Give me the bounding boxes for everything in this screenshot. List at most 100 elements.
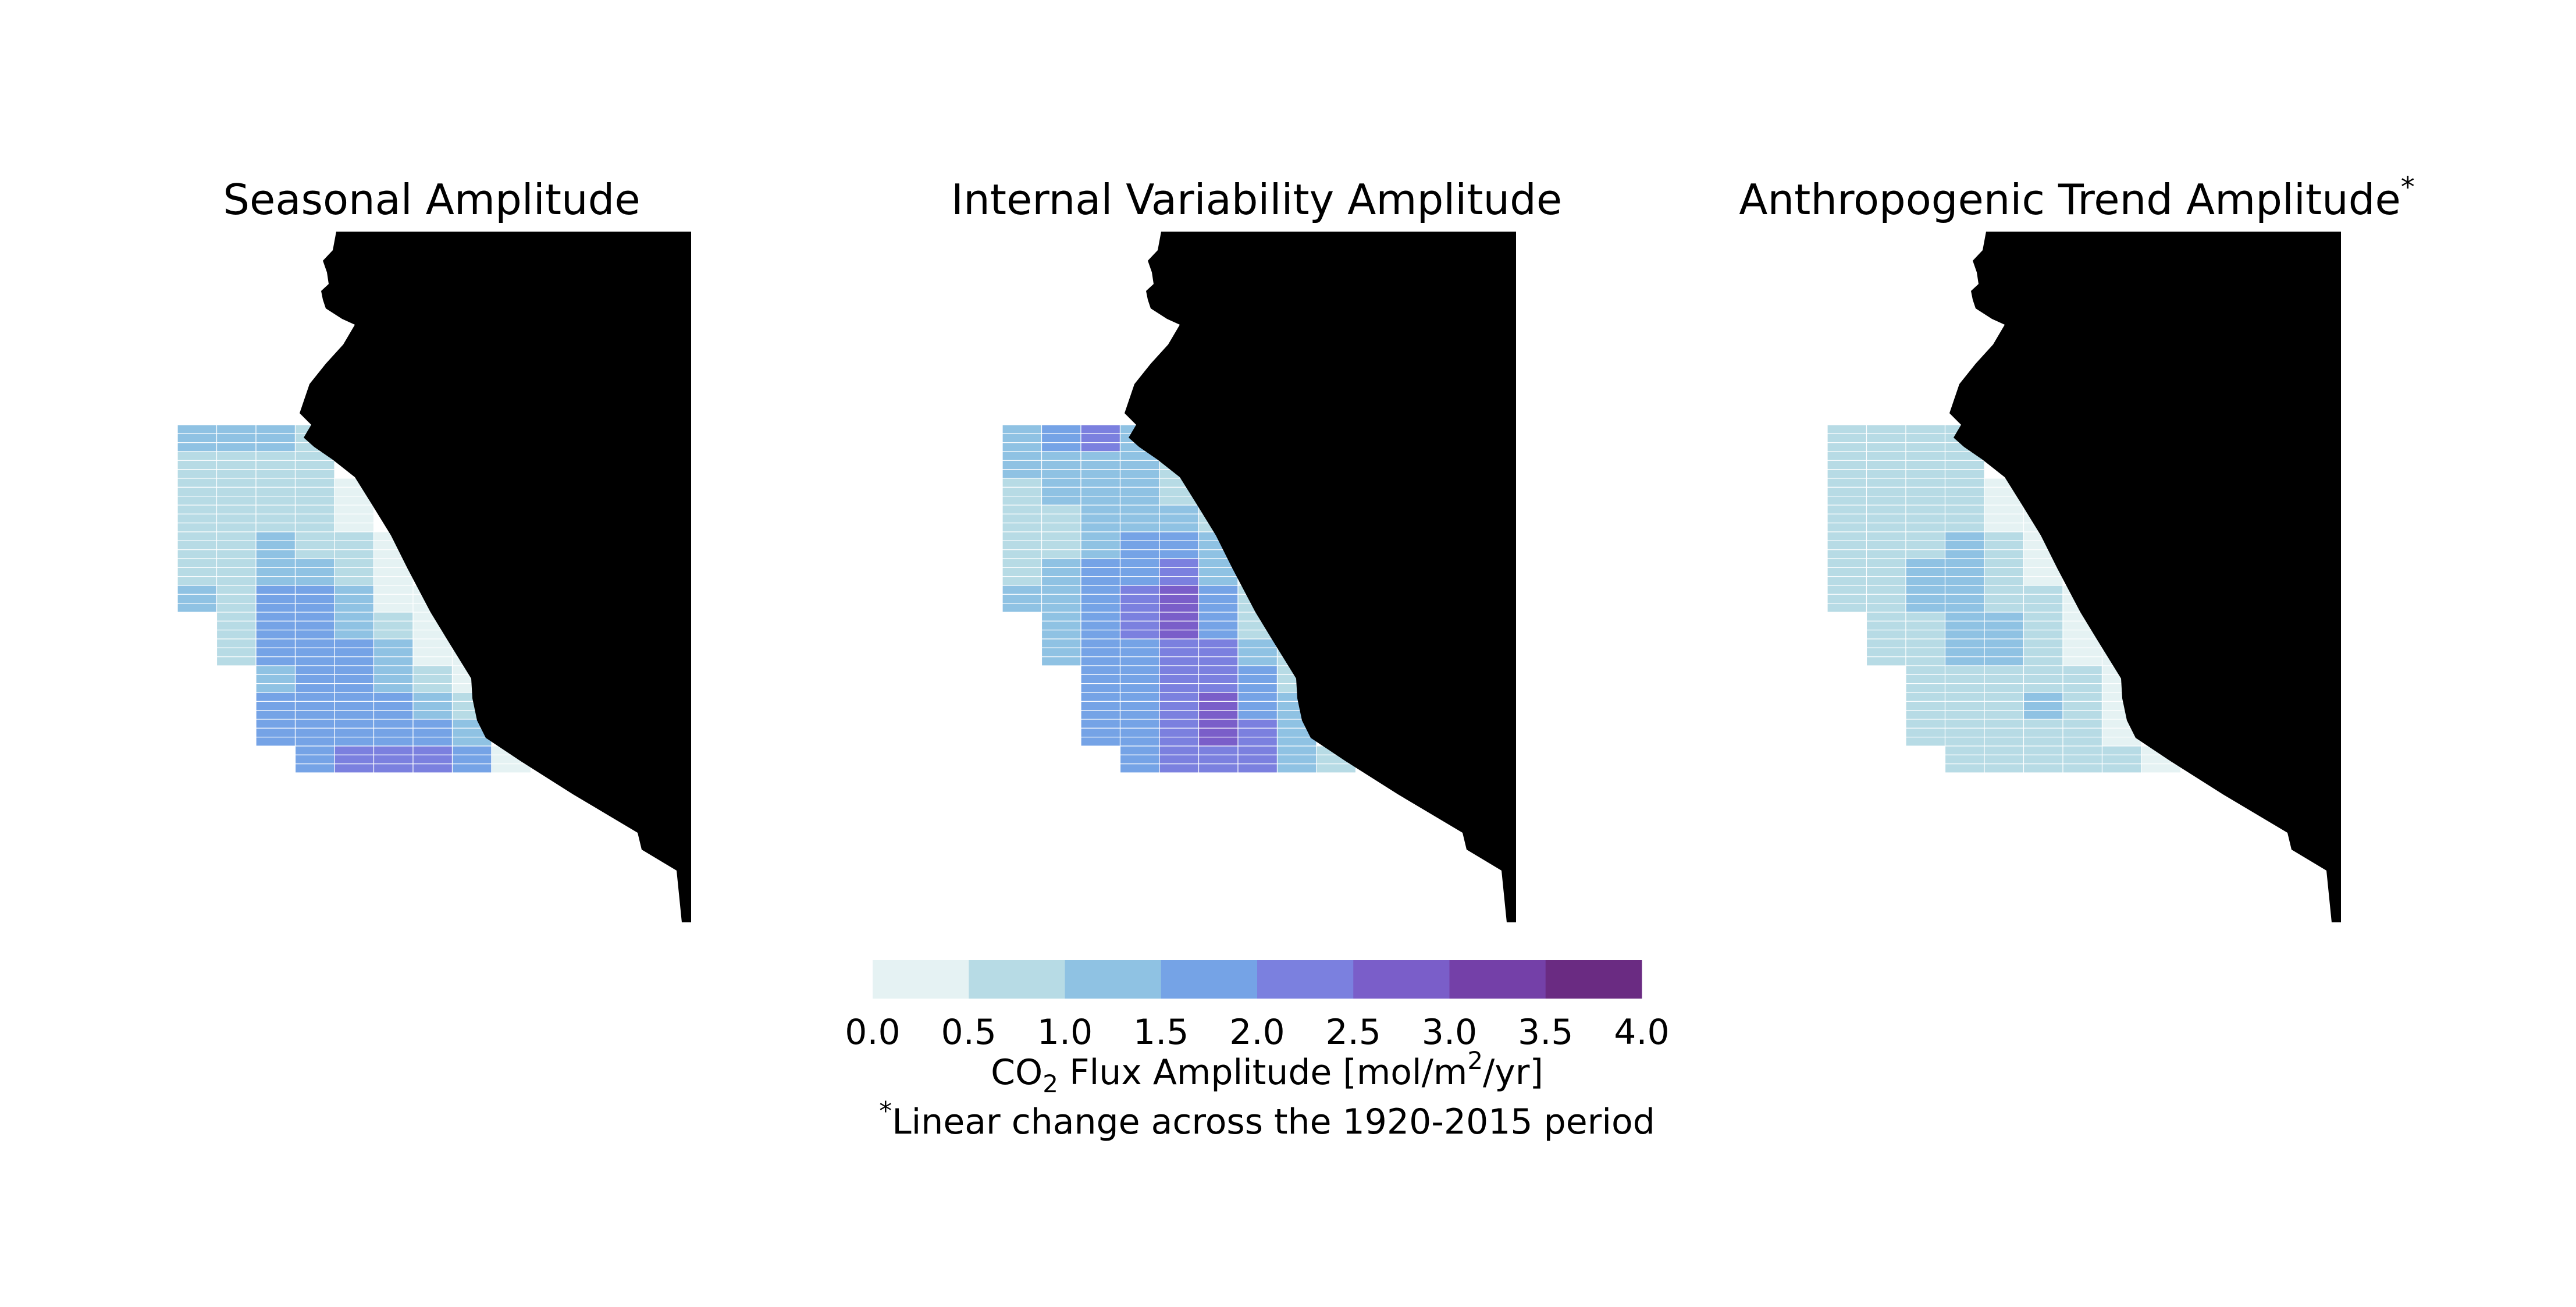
grid-cell (1944, 620, 1985, 631)
grid-cell (1002, 531, 1043, 541)
grid-cell (1119, 620, 1160, 631)
grid-cell (1002, 549, 1043, 559)
grid-cell (2023, 692, 2063, 702)
grid-cell (1237, 763, 1278, 773)
grid-cell (1119, 558, 1160, 568)
grid-cell (1944, 638, 1985, 648)
grid-cell (1041, 594, 1081, 604)
grid-cell (1905, 549, 1946, 559)
panel-title-anthropogenic-trend: Anthropogenic Trend Amplitude* (1739, 171, 2415, 224)
grid-cell (177, 424, 218, 434)
grid-cell (216, 451, 257, 461)
grid-cell (1080, 594, 1121, 604)
grid-cell (412, 763, 453, 773)
grid-cell (1002, 585, 1043, 595)
grid-cell (1119, 594, 1160, 604)
grid-cell (1119, 710, 1160, 720)
grid-cell (177, 496, 218, 506)
grid-cell (1866, 612, 1906, 621)
grid-cell (334, 665, 375, 675)
grid-cell (1905, 612, 1946, 621)
grid-cell (2101, 737, 2142, 747)
grid-cell (1119, 469, 1160, 479)
grid-cell (412, 665, 453, 675)
grid-cell (1198, 656, 1239, 666)
grid-cell (1866, 647, 1906, 658)
title-footnote-marker: * (2401, 171, 2415, 204)
grid-cell (2023, 620, 2063, 631)
grid-cell (1905, 433, 1946, 443)
grid-cell (1944, 478, 1985, 488)
grid-cell (373, 737, 414, 747)
grid-cell (216, 442, 257, 452)
grid-cell (1080, 451, 1121, 461)
grid-cell (255, 478, 296, 488)
grid-cell (1866, 567, 1906, 577)
grid-cell (1905, 630, 1946, 640)
grid-cell (1002, 603, 1043, 613)
grid-cell (2023, 612, 2063, 621)
grid-cell (216, 630, 257, 640)
grid-cell (334, 647, 375, 658)
grid-cell (255, 549, 296, 559)
grid-cell (294, 710, 335, 720)
grid-cell (255, 513, 296, 524)
grid-cell (1119, 727, 1160, 738)
grid-cell (177, 531, 218, 541)
grid-cell (1041, 469, 1081, 479)
grid-cell (1198, 701, 1239, 711)
grid-cell (1905, 505, 1946, 514)
grid-cell (1944, 469, 1985, 479)
grid-cell (1866, 558, 1906, 568)
grid-cell (1866, 451, 1906, 461)
grid-cell (1119, 692, 1160, 702)
grid-cell (177, 549, 218, 559)
grid-cell (1237, 638, 1278, 648)
grid-cell (177, 460, 218, 470)
grid-cell (255, 656, 296, 666)
grid-cell (1984, 701, 2024, 711)
grid-cell (216, 656, 257, 666)
grid-cell (1237, 674, 1278, 684)
grid-cell (1827, 603, 1867, 613)
grid-cell (177, 505, 218, 514)
grid-cell (255, 505, 296, 514)
grid-cell (1944, 513, 1985, 524)
grid-cell (373, 638, 414, 648)
grid-cell (1119, 754, 1160, 765)
grid-cell (1237, 701, 1278, 711)
grid-cell (2101, 763, 2142, 773)
colorbar-tick-label: 3.0 (1422, 1012, 1477, 1053)
grid-cell (1866, 531, 1906, 541)
grid-cell (1159, 513, 1200, 524)
grid-cell (1198, 620, 1239, 631)
grid-cell (255, 424, 296, 434)
grid-cell (1827, 451, 1867, 461)
grid-cell (1316, 763, 1357, 773)
grid-cell (294, 558, 335, 568)
grid-cell (255, 719, 296, 729)
grid-cell (1905, 424, 1946, 434)
grid-cell (177, 523, 218, 532)
grid-cell (1041, 433, 1081, 443)
grid-cell (1984, 549, 2024, 559)
grid-cell (294, 505, 335, 514)
grid-cell (1041, 424, 1081, 434)
grid-cell (294, 763, 335, 773)
grid-cell (1080, 460, 1121, 470)
grid-cell (1984, 594, 2024, 604)
grid-cell (1944, 754, 1985, 765)
grid-cell (294, 683, 335, 693)
grid-cell (216, 603, 257, 613)
grid-cell (1237, 647, 1278, 658)
grid-cell (294, 460, 335, 470)
grid-cell (1827, 531, 1867, 541)
grid-cell (1944, 486, 1985, 497)
grid-cell (334, 585, 375, 595)
grid-cell (1002, 469, 1043, 479)
grid-cell (1041, 567, 1081, 577)
grid-cell (216, 647, 257, 658)
grid-cell (1198, 692, 1239, 702)
land-mask (1949, 232, 2341, 922)
grid-cell (177, 576, 218, 586)
